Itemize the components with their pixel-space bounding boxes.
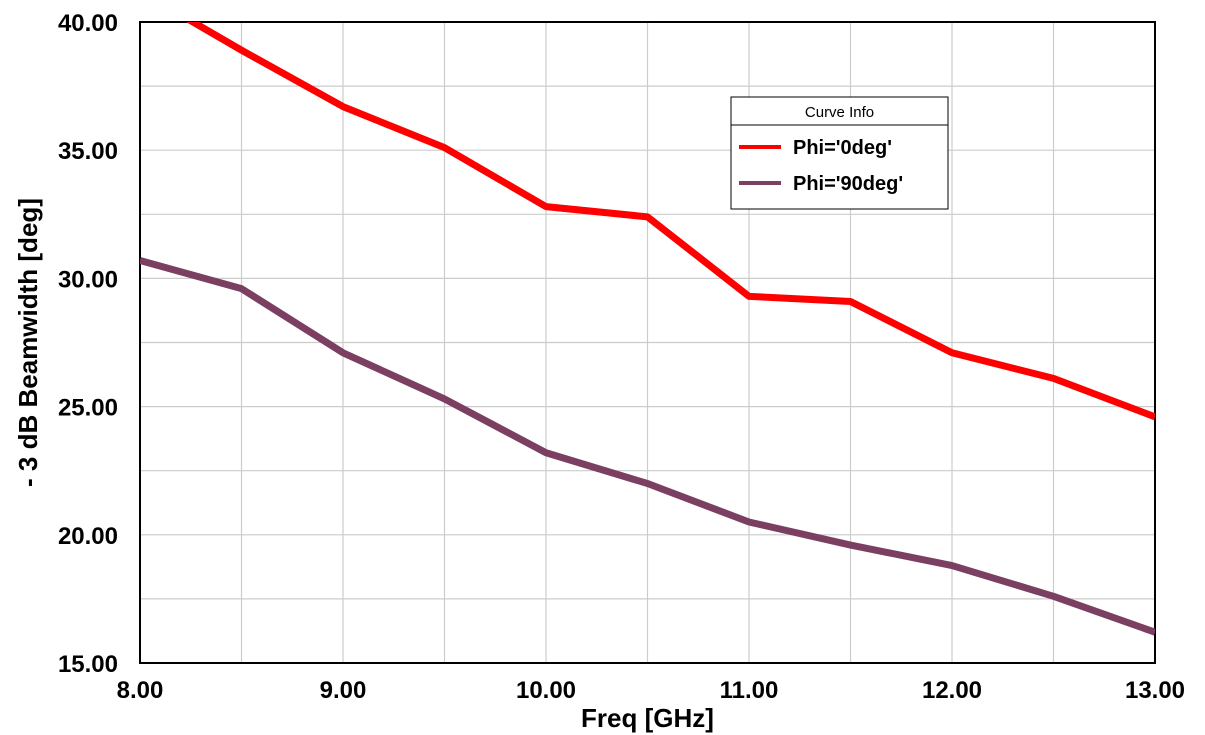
legend-box xyxy=(730,96,949,210)
y-tick-label: 35.00 xyxy=(58,138,118,165)
ticks-layer: 8.00 9.00 10.00 11.00 12.00 13.00 15.00 20.00 25… xyxy=(58,10,1185,704)
y-tick-label: 25.00 xyxy=(58,395,118,422)
x-tick-label: 11.00 xyxy=(720,677,779,704)
legend-entries: Phi='0deg' Phi='90deg' xyxy=(739,137,903,195)
series-line-0 xyxy=(185,22,1155,421)
legend[interactable]: Curve Info Phi='0deg' Phi='90deg' xyxy=(730,96,949,210)
plot-frame xyxy=(139,21,1156,664)
x-tick-label: 10.00 xyxy=(516,677,576,704)
x-tick-label: 8.00 xyxy=(117,677,164,704)
y-tick-label: 40.00 xyxy=(58,10,118,37)
grid xyxy=(139,21,1156,664)
x-tick-label: 13.00 xyxy=(1125,677,1185,704)
x-axis-label: Freq [GHz] xyxy=(581,703,714,733)
series-line-1 xyxy=(140,257,1155,636)
y-tick-label: 30.00 xyxy=(58,266,118,293)
legend-label-0: Phi='0deg' xyxy=(793,137,892,159)
legend-label-1: Phi='90deg' xyxy=(793,173,903,195)
x-tick-label: 9.00 xyxy=(320,677,367,704)
x-tick-label: 12.00 xyxy=(922,677,982,704)
legend-title: Curve Info xyxy=(805,104,874,121)
y-axis-label: - 3 dB Beamwidth [deg] xyxy=(13,198,43,487)
y-tick-label: 20.00 xyxy=(58,523,118,550)
series-layer xyxy=(140,22,1155,636)
y-tick-label: 15.00 xyxy=(58,651,118,678)
